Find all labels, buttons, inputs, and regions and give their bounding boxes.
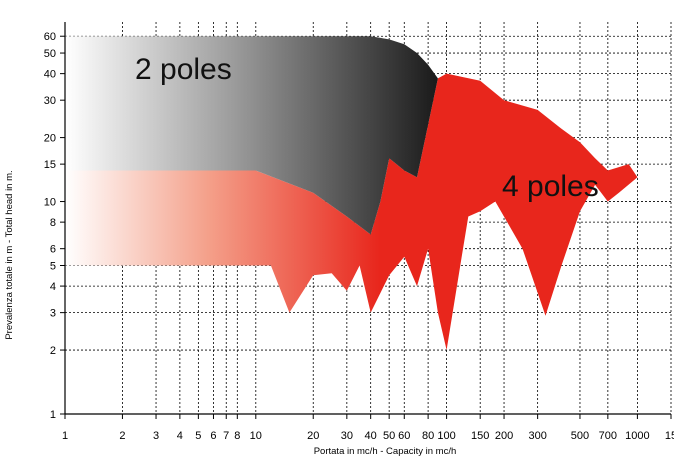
x-tick-label: 60 — [398, 430, 410, 442]
label-4-poles: 4 poles — [502, 170, 599, 203]
x-tick-label: 40 — [365, 430, 377, 442]
y-tick-label: 3 — [50, 308, 56, 320]
x-tick-label: 300 — [528, 430, 546, 442]
x-tick-label: 100 — [437, 430, 455, 442]
label-2-poles: 2 poles — [135, 53, 232, 86]
y-tick-label: 8 — [50, 217, 56, 229]
x-tick-label: 80 — [422, 430, 434, 442]
x-axis-ticks: 1 2 3 4 5 6 7 8 10 20 30 40 50 60 80 100 150 200 300 500 700… — [62, 414, 674, 442]
regions — [65, 36, 638, 350]
x-tick-label: 200 — [495, 430, 513, 442]
x-tick-label: 700 — [599, 430, 617, 442]
y-tick-label: 10 — [44, 197, 56, 209]
x-tick-label: 10 — [250, 430, 262, 442]
x-axis-title: Portata in mc/h - Capacity in mc/h — [314, 446, 457, 457]
x-tick-label: 50 — [383, 430, 395, 442]
x-tick-label: 150 — [471, 430, 489, 442]
x-tick-label: 1000 — [625, 430, 649, 442]
x-tick-label: 500 — [571, 430, 589, 442]
y-tick-label: 20 — [44, 133, 56, 145]
x-tick-label: 5 — [195, 430, 201, 442]
x-tick-label: 6 — [210, 430, 216, 442]
y-tick-label: 1 — [50, 409, 56, 421]
x-tick-label: 2 — [119, 430, 125, 442]
y-tick-label: 60 — [44, 31, 56, 43]
region-0 — [65, 36, 438, 235]
y-tick-label: 15 — [44, 159, 56, 171]
x-tick-label: 30 — [341, 430, 353, 442]
y-axis-title: Prevalenza totale in m - Total head in m… — [4, 170, 15, 339]
axes — [64, 22, 671, 415]
x-tick-label: 20 — [307, 430, 319, 442]
x-tick-label: 4 — [177, 430, 183, 442]
region-1 — [65, 73, 638, 350]
x-tick-label: 1 — [62, 430, 68, 442]
y-tick-label: 5 — [50, 261, 56, 273]
y-tick-label: 50 — [44, 48, 56, 60]
y-tick-label: 6 — [50, 244, 56, 256]
y-tick-label: 4 — [50, 281, 56, 293]
y-axis-ticks: 1 2 3 4 5 6 8 10 15 20 30 40 50 60 — [44, 31, 65, 421]
y-tick-label: 30 — [44, 95, 56, 107]
x-tick-label: 15 — [665, 430, 674, 442]
x-tick-label: 7 — [223, 430, 229, 442]
y-tick-label: 2 — [50, 345, 56, 357]
x-tick-label: 3 — [153, 430, 159, 442]
x-tick-label: 8 — [234, 430, 240, 442]
y-tick-label: 40 — [44, 69, 56, 81]
